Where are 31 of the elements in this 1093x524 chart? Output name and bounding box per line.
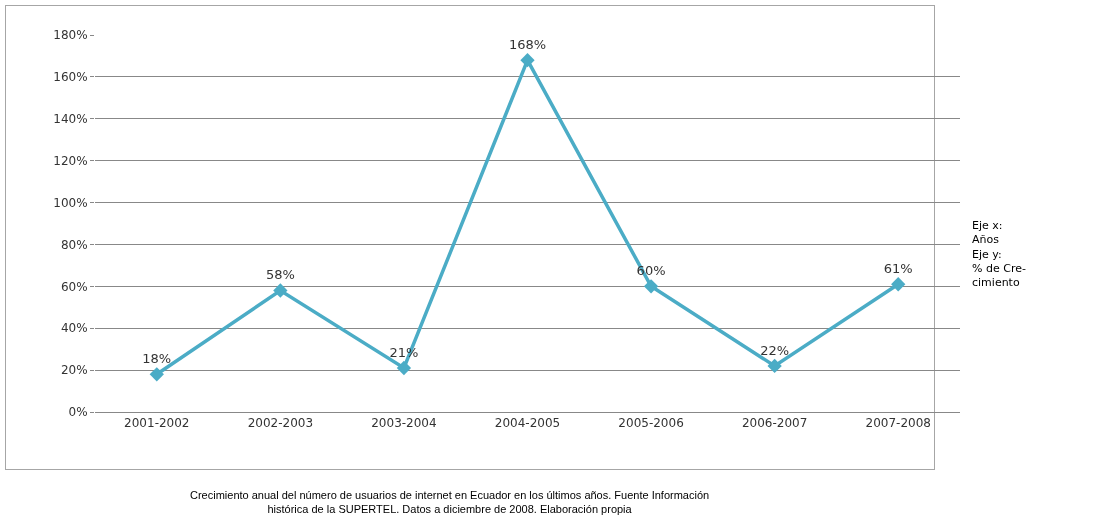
text: Eje x: Años Eje y: % de Cre- cimiento xyxy=(972,219,1026,290)
data-label: 58% xyxy=(265,267,295,283)
point xyxy=(149,367,164,382)
x-tick-label: 2006-2007 xyxy=(741,416,808,431)
point xyxy=(891,277,906,292)
y-tick-label: 100% xyxy=(53,195,88,210)
x-tick-label: 2002-2003 xyxy=(247,416,314,431)
y-tick-label: 120% xyxy=(53,153,88,168)
y-tick-label: 20% xyxy=(60,363,88,378)
text: Crecimiento anual del número de usuarios de internet en Ecuador en los últimos años. Fuente Información histórica de la SUPERTEL. Datos a diciembre de 2008. Elaboración propia xyxy=(190,489,710,516)
y-tick-label: 40% xyxy=(60,321,88,336)
y-tick-label: 140% xyxy=(53,111,88,126)
point xyxy=(520,52,535,68)
data-label: 168% xyxy=(508,37,547,52)
point xyxy=(273,283,288,298)
x-tick-label: 2007-2008 xyxy=(865,416,931,431)
y-tick-label: 60% xyxy=(60,279,88,294)
x-tick-label: 2005-2006 xyxy=(618,416,684,431)
point xyxy=(396,360,412,376)
data-label: 22% xyxy=(760,342,790,358)
x-tick-label: 2004-2005 xyxy=(494,416,561,431)
y-tick-label: 160% xyxy=(53,70,88,85)
data-label: 18% xyxy=(142,351,172,367)
point xyxy=(767,358,782,374)
y-tick-label: 0% xyxy=(68,405,88,420)
x-tick-label: 2003-2004 xyxy=(371,416,437,431)
x-tick-label: 2001-2002 xyxy=(124,416,190,431)
y-tick-label: 180% xyxy=(53,28,88,43)
point xyxy=(643,279,659,294)
data-label: 61% xyxy=(883,261,913,277)
y-tick-label: 80% xyxy=(60,237,88,252)
